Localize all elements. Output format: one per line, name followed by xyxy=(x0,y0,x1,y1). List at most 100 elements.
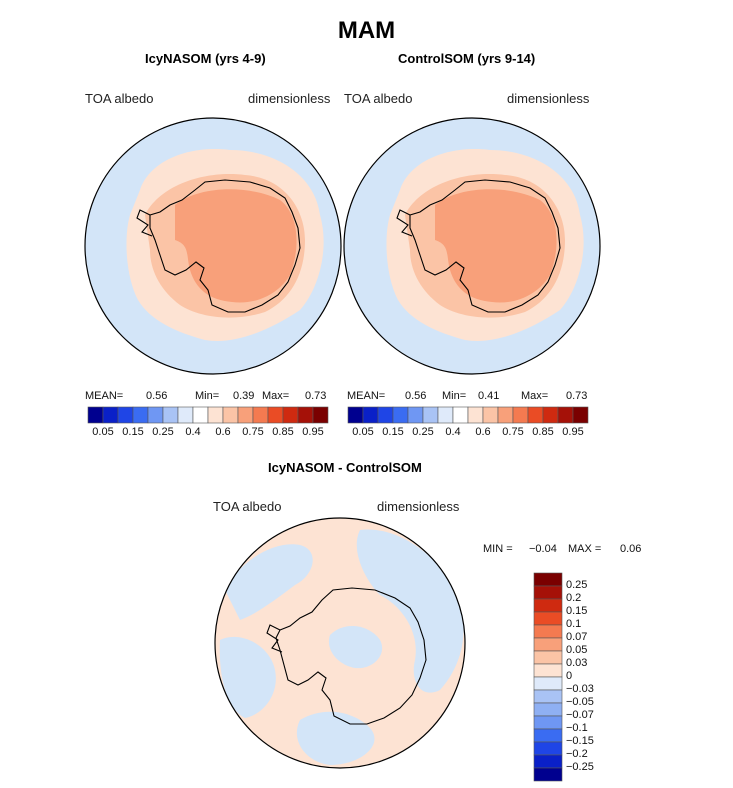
panel2-colorbar-swatch xyxy=(347,406,364,424)
panel1-colorbar-swatch xyxy=(222,406,239,424)
panel3-colorbar-swatch xyxy=(533,611,563,626)
panel3-colorbar-tick-label: 0.03 xyxy=(566,657,588,669)
panel1-mean-label: MEAN= xyxy=(85,390,124,402)
panel3-colorbar-swatch xyxy=(533,689,563,704)
panel1-min-value: 0.39 xyxy=(233,390,255,402)
panel3-negative-patch-nw xyxy=(225,544,313,620)
panel1-colorbar-tick-label: 0.6 xyxy=(215,426,231,438)
panel1-colorbar-tick-label: 0.75 xyxy=(242,426,264,438)
panel2-colorbar-swatch xyxy=(572,406,589,424)
panel2-peninsula-coast xyxy=(396,209,413,237)
panel2-mean-label: MEAN= xyxy=(347,390,386,402)
panel1-colorbar-swatch xyxy=(297,406,314,424)
panel1-colorbar-swatch xyxy=(207,406,224,424)
panel3-colorbar-tick-label: 0.25 xyxy=(566,579,588,591)
panel1-core-ice-contour xyxy=(175,189,297,303)
panel2-colorbar-tick-label: 0.95 xyxy=(562,426,584,438)
panel3-colorbar-tick-label: 0.07 xyxy=(566,631,588,643)
panel3-colorbar-tick-label: 0.2 xyxy=(566,592,582,604)
panel3-peninsula-coast xyxy=(266,624,283,653)
panel2-colorbar-tick-label: 0.25 xyxy=(412,426,434,438)
panel2-colorbar-swatch xyxy=(452,406,469,424)
panel1-colorbar-tick-label: 0.25 xyxy=(152,426,174,438)
panel2-colorbar-swatch xyxy=(377,406,394,424)
panel1-max-label: Max= xyxy=(262,390,290,402)
panel1-colorbar-tick-label: 0.4 xyxy=(185,426,201,438)
panel2-colorbar-swatch xyxy=(467,406,484,424)
panel3-colorbar-tick-label: −0.1 xyxy=(566,722,588,734)
panel2-min-value: 0.41 xyxy=(478,390,500,402)
panel2-colorbar-tick-label: 0.75 xyxy=(502,426,524,438)
panel1-title: IcyNASOM (yrs 4-9) xyxy=(145,51,266,66)
panel2-map-border xyxy=(343,117,601,375)
panel3-colorbar-swatch xyxy=(533,767,563,782)
panel1-colorbar-swatch xyxy=(102,406,119,424)
panel2-coastline xyxy=(409,179,561,313)
panel2-colorbar-swatch xyxy=(482,406,499,424)
panel1-colorbar-swatch xyxy=(252,406,269,424)
panel3-colorbar xyxy=(533,572,563,782)
panel1-colorbar-tick-label: 0.95 xyxy=(302,426,324,438)
panel1-min-label: Min= xyxy=(195,390,220,402)
panel1-colorbar xyxy=(87,406,329,424)
panel3-title: IcyNASOM - ControlSOM xyxy=(268,460,422,475)
panel2-colorbar-swatch xyxy=(497,406,514,424)
panel2-colorbar-swatch xyxy=(407,406,424,424)
panel3-colorbar-swatch xyxy=(533,637,563,652)
panel2-colorbar-tick-label: 0.85 xyxy=(532,426,554,438)
panel3-colorbar-swatch xyxy=(533,572,563,587)
panel1-peninsula-coast xyxy=(136,209,153,237)
panel2-colorbar-swatch xyxy=(392,406,409,424)
panel1-colorbar-swatch xyxy=(312,406,329,424)
panel2-colorbar-tick-label: 0.4 xyxy=(445,426,461,438)
panel1-colorbar-swatch xyxy=(87,406,104,424)
panel3-variable-label: TOA albedo xyxy=(213,499,282,514)
panel3-coastline xyxy=(275,587,427,725)
panel3-colorbar-swatch xyxy=(533,728,563,743)
panel3-colorbar-tick-label: 0 xyxy=(566,670,573,682)
panel3-colorbar-tick-label: −0.2 xyxy=(566,748,588,760)
panel3-max-value: 0.06 xyxy=(620,543,642,555)
panel1-variable-label: TOA albedo xyxy=(85,91,154,106)
panel2-colorbar xyxy=(347,406,589,424)
panel1-max-value: 0.73 xyxy=(305,390,327,402)
panel3-negative-patch-ne xyxy=(356,529,464,693)
panel3-colorbar-tick-label: 0.05 xyxy=(566,644,588,656)
panel2-colorbar-swatch xyxy=(542,406,559,424)
panel1-colorbar-tick-label: 0.05 xyxy=(92,426,114,438)
panel3-colorbar-tick-label: −0.05 xyxy=(566,696,594,708)
panel2-units-label: dimensionless xyxy=(507,91,590,106)
panel3-colorbar-swatch xyxy=(533,754,563,769)
panel1-colorbar-swatch xyxy=(282,406,299,424)
panel3-map-border xyxy=(214,517,466,769)
panel3-colorbar-tick-label: −0.07 xyxy=(566,709,594,721)
panel3-max-label: MAX = xyxy=(568,543,602,555)
panel3-colorbar-swatch xyxy=(533,715,563,730)
panel3-colorbar-tick-label: 0.15 xyxy=(566,605,588,617)
panel1-colorbar-swatch xyxy=(177,406,194,424)
panel1-colorbar-swatch xyxy=(162,406,179,424)
panel3-negative-patch-s xyxy=(296,711,375,765)
panel3-map xyxy=(215,518,465,768)
page-title: MAM xyxy=(337,17,396,44)
panel1-units-label: dimensionless xyxy=(248,91,331,106)
panel2-colorbar-swatch xyxy=(422,406,439,424)
panel1-coastline xyxy=(149,179,301,313)
panel3-colorbar-swatch xyxy=(533,663,563,678)
panel2-min-label: Min= xyxy=(442,390,467,402)
panel1-map-border xyxy=(84,117,342,375)
panel3-negative-patch-interior xyxy=(328,625,383,669)
panel2-max-value: 0.73 xyxy=(566,390,588,402)
panel1-colorbar-swatch xyxy=(267,406,284,424)
panel3-colorbar-tick-label: −0.25 xyxy=(566,761,594,773)
panel1-colorbar-swatch xyxy=(132,406,149,424)
panel3-colorbar-swatch xyxy=(533,741,563,756)
panel3-colorbar-tick-label: 0.1 xyxy=(566,618,582,630)
panel3-negative-patch-w xyxy=(219,636,276,718)
panel1-colorbar-swatch xyxy=(237,406,254,424)
panel3-min-label: MIN = xyxy=(483,543,513,555)
panel3-colorbar-swatch xyxy=(533,598,563,613)
panel3-min-value: −0.04 xyxy=(529,543,557,555)
panel2-core-ice-contour xyxy=(435,189,557,303)
